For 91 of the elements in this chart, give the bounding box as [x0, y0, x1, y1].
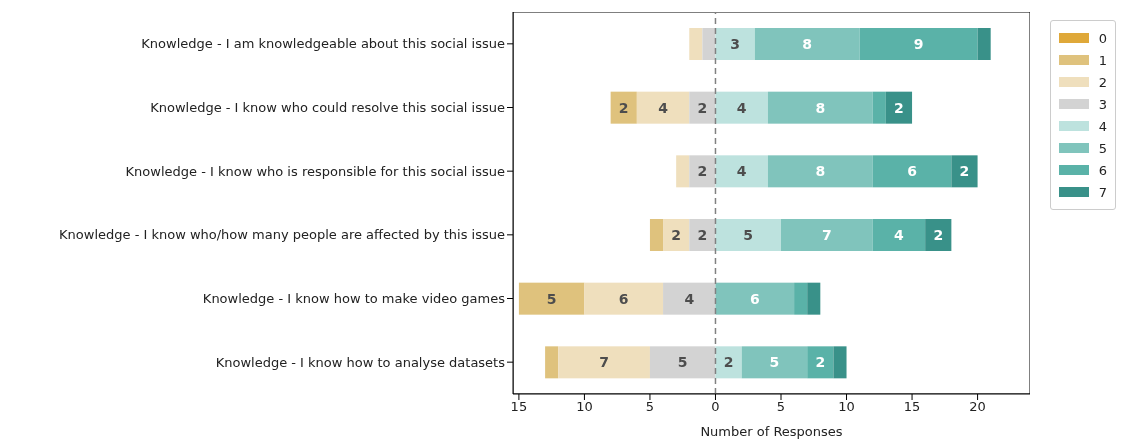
y-tick-label: Knowledge - I know who is responsible for this social issue	[125, 163, 505, 179]
bar	[977, 28, 991, 60]
data-label: 5	[769, 354, 780, 371]
bar	[741, 346, 808, 379]
bar	[584, 282, 664, 315]
legend-label: 5	[1098, 140, 1107, 156]
data-label: 8	[815, 163, 826, 180]
legend-label: 7	[1098, 184, 1107, 200]
x-tick-label: 10	[576, 399, 593, 415]
data-label: 2	[671, 227, 682, 243]
bar	[702, 28, 716, 60]
data-label: 4	[684, 290, 695, 307]
bar	[715, 28, 755, 60]
data-label: 9	[913, 36, 924, 52]
x-tick-label: 10	[838, 399, 855, 415]
data-label: 2	[618, 99, 629, 116]
legend-label: 0	[1098, 30, 1107, 46]
bar	[676, 155, 690, 188]
bar	[872, 91, 886, 124]
x-tick-label: 15	[510, 399, 528, 415]
x-tick-label: 5	[645, 399, 655, 415]
bar	[767, 91, 873, 124]
data-label: 2	[697, 99, 708, 116]
data-label: 7	[821, 227, 832, 243]
bar	[715, 282, 795, 315]
data-label: 8	[802, 36, 813, 52]
data-label: 4	[736, 163, 747, 180]
bar	[715, 91, 768, 124]
bar	[715, 155, 768, 188]
bar	[833, 346, 847, 379]
bar	[558, 346, 650, 379]
data-label: 2	[723, 354, 734, 371]
data-label: 4	[658, 99, 669, 116]
bar	[545, 346, 559, 379]
data-label: 6	[618, 290, 629, 307]
data-label: 5	[743, 227, 754, 243]
bar	[649, 219, 664, 251]
legend-label: 1	[1098, 52, 1107, 68]
bar	[885, 91, 913, 124]
y-tick-label: Knowledge - I am knowledgeable about this social issue	[141, 36, 505, 52]
bar	[715, 346, 742, 379]
data-label: 2	[894, 99, 904, 116]
data-label: 2	[697, 163, 708, 180]
bar	[663, 219, 690, 251]
data-label: 7	[599, 354, 609, 371]
bar	[518, 282, 585, 315]
data-label: 5	[546, 290, 557, 307]
bar	[636, 91, 690, 124]
data-label: 2	[697, 227, 708, 243]
bar	[689, 28, 703, 60]
legend-label: 3	[1098, 96, 1107, 112]
bar	[872, 219, 926, 251]
bar	[859, 28, 978, 60]
bar	[715, 219, 781, 251]
bar	[610, 91, 637, 124]
bar	[872, 155, 952, 188]
bar	[689, 155, 716, 188]
bar	[663, 282, 716, 315]
x-tick-label: 5	[776, 399, 786, 415]
data-label: 2	[933, 227, 944, 243]
bar	[925, 219, 952, 251]
data-label: 6	[907, 163, 917, 180]
data-label: 4	[736, 99, 747, 116]
data-label: 5	[677, 354, 688, 371]
bar	[951, 155, 978, 188]
bar	[781, 219, 873, 251]
bar	[649, 346, 716, 379]
y-tick-label: Knowledge - I know how to make video games	[202, 291, 506, 307]
bar	[689, 219, 716, 251]
y-tick-label: Knowledge - I know who/how many people are affected by this issue	[59, 227, 505, 243]
data-label: 2	[815, 354, 826, 371]
legend-label: 4	[1098, 118, 1107, 134]
legend-label: 2	[1098, 74, 1107, 90]
bar	[754, 28, 860, 60]
x-tick-label: 15	[903, 399, 921, 415]
bar	[807, 346, 834, 379]
bar	[689, 91, 716, 124]
y-tick-label: Knowledge - I know who could resolve this social issue	[150, 100, 505, 116]
bar	[794, 282, 808, 315]
bar	[807, 282, 821, 315]
x-axis-title: Number of Responses	[700, 424, 843, 439]
x-tick-label: 0	[711, 399, 720, 415]
legend-label: 6	[1098, 162, 1107, 178]
data-label: 8	[815, 99, 826, 116]
data-label: 2	[959, 163, 970, 180]
data-label: 4	[894, 227, 905, 243]
data-label: 3	[730, 36, 741, 52]
bar	[767, 155, 873, 188]
data-label: 6	[749, 290, 760, 307]
y-tick-label: Knowledge - I know how to analyse datasets	[215, 354, 506, 370]
x-tick-label: 20	[969, 399, 986, 415]
